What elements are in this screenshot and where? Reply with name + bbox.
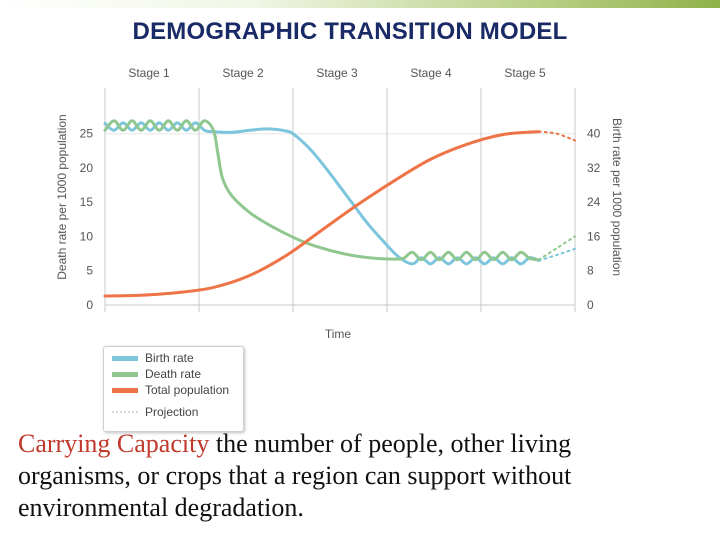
stage-label-1: Stage 1: [128, 66, 170, 80]
legend-item-total-population: Total population: [112, 383, 229, 397]
y-right-tick-24: 24: [587, 195, 601, 209]
series-line-birth-rate: [103, 121, 541, 266]
stage-label-2: Stage 2: [222, 66, 264, 80]
slide-title: DEMOGRAPHIC TRANSITION MODEL: [132, 18, 568, 45]
y-right-tick-16: 16: [587, 229, 601, 243]
legend-item-projection: Projection: [112, 405, 198, 419]
series-line-death-rate: [103, 119, 541, 262]
series-line-projection-death-rate: [537, 235, 576, 261]
y-left-tick-20: 20: [80, 161, 94, 175]
y-right-tick-0: 0: [587, 298, 594, 312]
y-left-tick-5: 5: [86, 264, 93, 278]
stage-label-5: Stage 5: [504, 66, 546, 80]
legend-swatch-death-rate: [112, 371, 138, 377]
stage-label-4: Stage 4: [410, 66, 452, 80]
y-left-tick-10: 10: [80, 229, 94, 243]
caption-paragraph: Carrying Capacity the number of people, …: [18, 428, 658, 524]
y-right-tick-32: 32: [587, 161, 601, 175]
caption-term: Carrying Capacity: [18, 429, 210, 458]
series-line-projection-birth-rate: [537, 247, 576, 262]
legend-label-total-population: Total population: [145, 383, 230, 397]
caption-definition: the number of people, other living organ…: [18, 429, 572, 522]
y-right-tick-40: 40: [587, 127, 601, 141]
legend-label-birth-rate: Birth rate: [145, 351, 194, 365]
legend-swatch-projection: [112, 411, 138, 413]
slide-top-accent-bar: [0, 0, 720, 8]
y-left-tick-0: 0: [86, 298, 93, 312]
series-line-projection-total-population: [537, 130, 576, 142]
legend-item-death-rate: Death rate: [112, 367, 201, 381]
y-right-tick-8: 8: [587, 264, 594, 278]
y-axis-left-label: Death rate per 1000 population: [55, 114, 69, 279]
legend-label-death-rate: Death rate: [145, 367, 202, 381]
x-axis-label: Time: [325, 327, 352, 341]
y-left-tick-25: 25: [80, 127, 94, 141]
series-line-total-population: [103, 130, 541, 298]
legend-swatch-total-population: [112, 387, 138, 393]
chart-legend: Birth rate Death rate Total population P…: [103, 346, 244, 432]
y-axis-right-label: Birth rate per 1000 population: [610, 118, 624, 276]
legend-swatch-birth-rate: [112, 355, 138, 361]
legend-item-birth-rate: Birth rate: [112, 351, 194, 365]
legend-label-projection: Projection: [145, 405, 199, 419]
stage-label-3: Stage 3: [316, 66, 358, 80]
y-left-tick-15: 15: [80, 195, 94, 209]
